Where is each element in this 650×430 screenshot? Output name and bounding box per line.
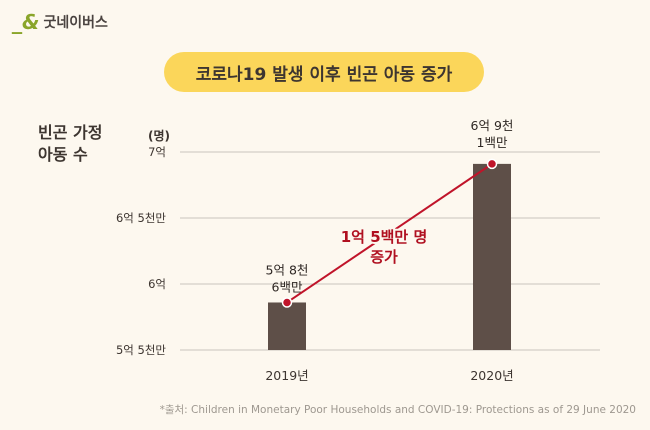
data-label: 5억 8천: [266, 262, 309, 277]
y-unit-label: (명): [148, 129, 170, 143]
bar-2019년: [268, 302, 306, 350]
increase-line: [286, 163, 493, 304]
y-axis-label: 빈곤 가정 아동 수: [38, 123, 103, 164]
logo-mark-icon: _&: [12, 10, 40, 34]
data-label: 6백만: [272, 279, 303, 294]
x-tick-label: 2020년: [470, 368, 513, 383]
chart-title: 코로나19 발생 이후 빈곤 아동 증가: [164, 52, 484, 92]
y-tick-label: 6억 5천만: [116, 211, 166, 225]
increase-annotation: 증가: [370, 248, 398, 266]
x-tick-label: 2019년: [265, 368, 308, 383]
logo-text: 굿네이버스: [43, 15, 108, 31]
data-point: [281, 297, 293, 308]
data-point: [486, 158, 498, 170]
y-tick-label: 6억: [148, 277, 166, 291]
logo: _& 굿네이버스: [12, 10, 108, 34]
data-label: 6억 9천: [471, 118, 514, 133]
y-tick-label: 7억: [148, 145, 166, 159]
bar-2020년: [473, 163, 511, 350]
data-label: 1백만: [477, 135, 508, 150]
increase-annotation: 1억 5백만 명: [341, 228, 428, 246]
y-tick-label: 5억 5천만: [116, 343, 166, 357]
source-note: *출처: Children in Monetary Poor Household…: [159, 404, 636, 416]
